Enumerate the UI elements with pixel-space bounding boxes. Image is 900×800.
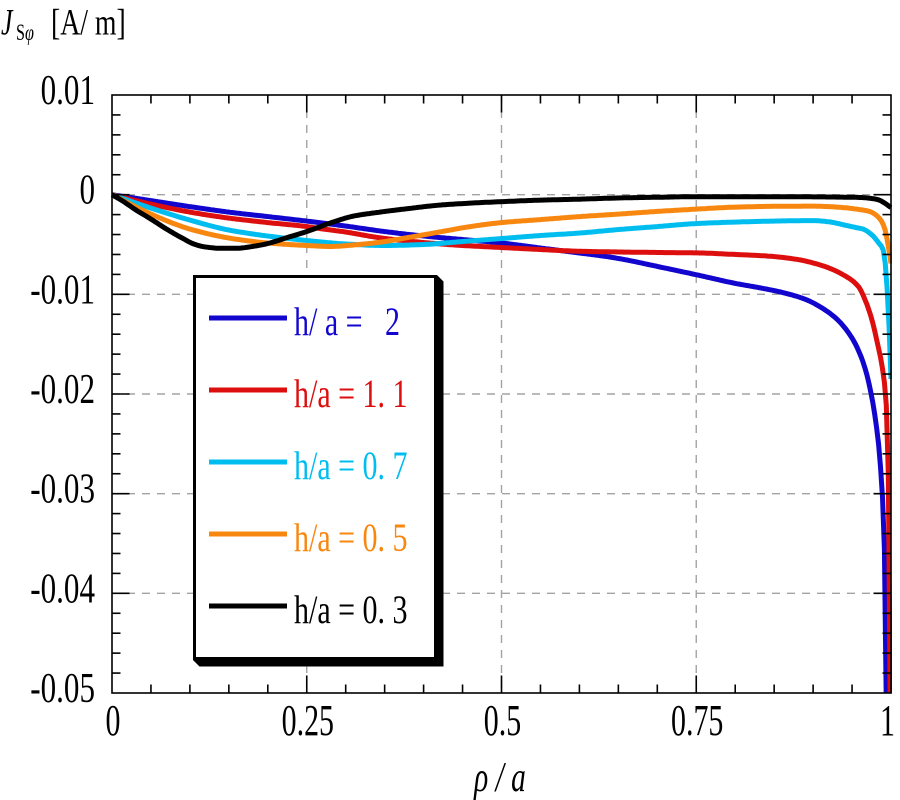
svg-text:[A/ m]: [A/ m] bbox=[51, 3, 126, 44]
svg-text:-0.05: -0.05 bbox=[30, 664, 95, 711]
svg-text:-0.01: -0.01 bbox=[30, 266, 95, 313]
svg-text:J: J bbox=[1, 2, 14, 43]
svg-text:-0.04: -0.04 bbox=[30, 565, 95, 612]
svg-text:-0.03: -0.03 bbox=[30, 465, 95, 512]
svg-text:0.01: 0.01 bbox=[41, 66, 95, 113]
svg-text:1: 1 bbox=[880, 696, 895, 745]
svg-text:h/ a = 2: h/ a = 2 bbox=[294, 299, 400, 344]
svg-text:0.25: 0.25 bbox=[282, 696, 334, 745]
svg-text:h/a = 1. 1: h/a = 1. 1 bbox=[294, 371, 408, 416]
svg-text:h/a = 0. 5: h/a = 0. 5 bbox=[294, 515, 408, 560]
svg-text:0.5: 0.5 bbox=[484, 696, 521, 745]
svg-text:0: 0 bbox=[79, 166, 95, 213]
svg-text:Sφ: Sφ bbox=[16, 20, 34, 45]
svg-text:0: 0 bbox=[106, 696, 121, 745]
svg-text:-0.02: -0.02 bbox=[30, 365, 95, 412]
svg-text:h/a = 0. 3: h/a = 0. 3 bbox=[294, 587, 408, 632]
svg-text:0.75: 0.75 bbox=[671, 696, 723, 745]
svg-text:ρ / a: ρ / a bbox=[473, 754, 525, 800]
svg-text:h/a = 0. 7: h/a = 0. 7 bbox=[294, 443, 408, 488]
